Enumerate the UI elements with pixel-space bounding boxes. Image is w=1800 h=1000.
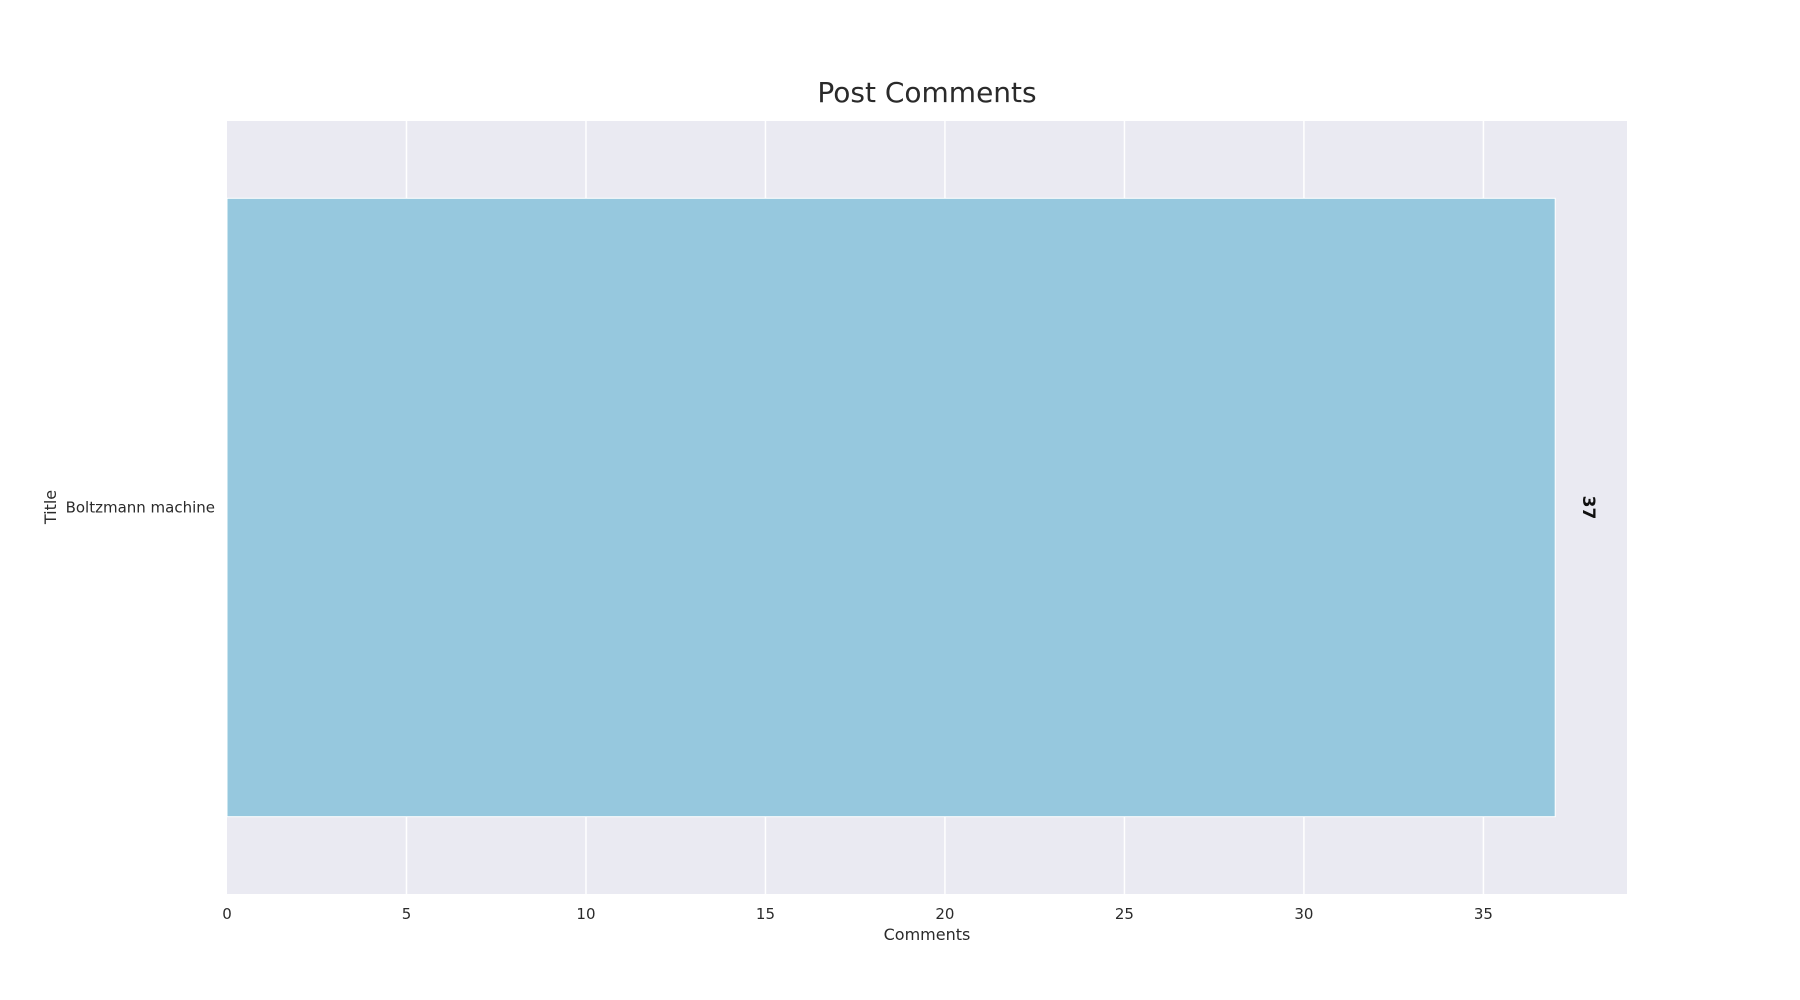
x-tick-label: 30 [1294, 905, 1313, 923]
y-tick-label: Boltzmann machine [66, 499, 215, 517]
y-axis-ticks: Boltzmann machine [66, 499, 215, 517]
bar-value-label: 37 [1578, 496, 1598, 520]
x-tick-label: 15 [756, 905, 775, 923]
chart-title: Post Comments [817, 76, 1036, 109]
x-tick-label: 20 [935, 905, 954, 923]
x-tick-label: 0 [222, 905, 232, 923]
bar [226, 197, 1556, 818]
x-tick-label: 35 [1474, 905, 1493, 923]
x-axis-ticks: 0 5 10 15 20 25 30 35 [222, 905, 1493, 923]
y-axis-title: Title [41, 490, 60, 525]
x-tick-label: 5 [402, 905, 412, 923]
x-axis-title: Comments [884, 925, 971, 944]
bars [226, 197, 1556, 818]
x-tick-label: 25 [1115, 905, 1134, 923]
x-tick-label: 10 [576, 905, 595, 923]
data-labels: 37 [1578, 496, 1598, 520]
